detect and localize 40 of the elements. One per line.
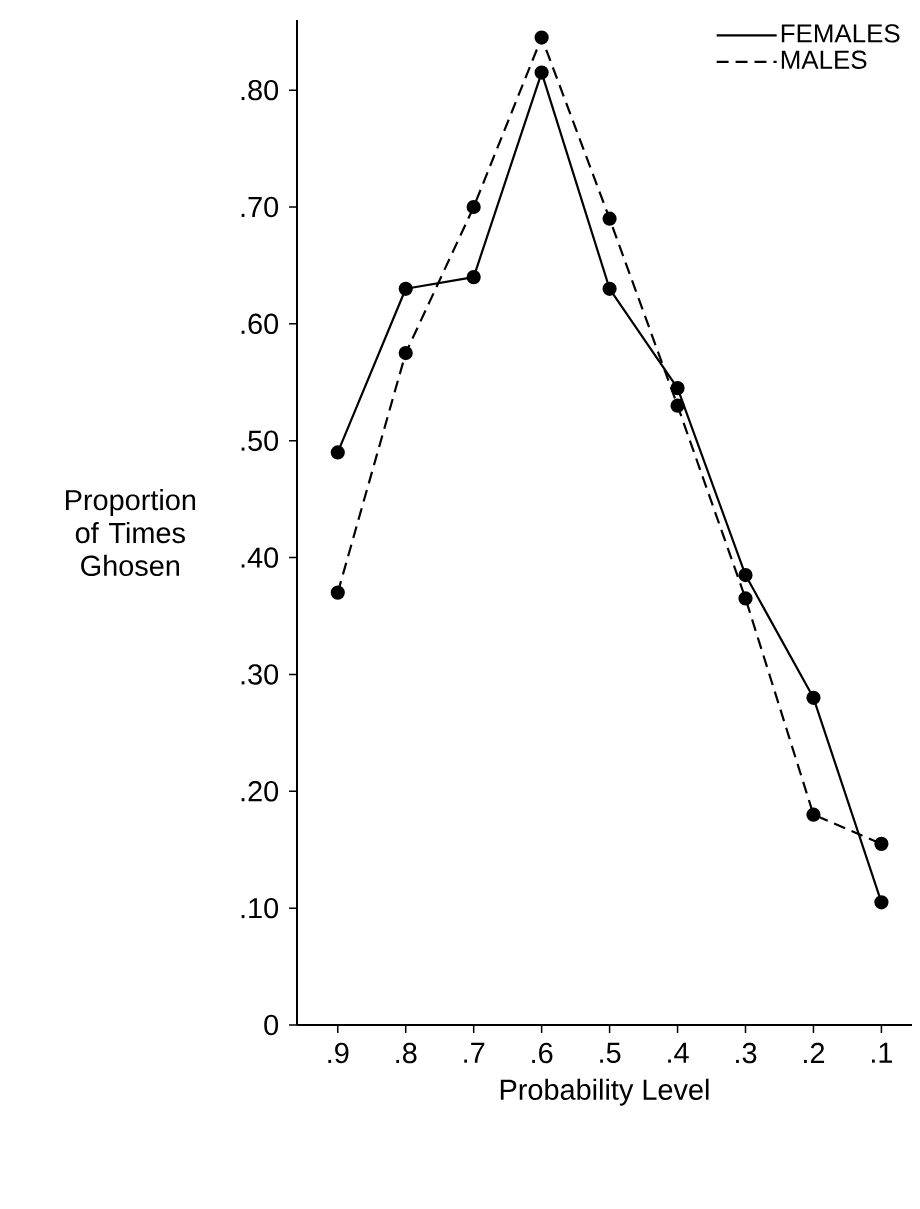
y-tick-label: 0 <box>264 1014 279 1036</box>
x-tick-label: .1 <box>872 1042 893 1063</box>
point <box>602 281 617 296</box>
y-tick-label: .50 <box>241 430 279 451</box>
x-tick-label: .2 <box>804 1042 825 1063</box>
point <box>534 30 549 45</box>
point <box>874 895 889 910</box>
y-tick-label: .80 <box>241 79 279 101</box>
y-axis-title: Proportion of Times Ghosen <box>66 489 196 577</box>
x-tick-label: .6 <box>532 1042 553 1064</box>
point <box>670 398 685 413</box>
point <box>534 65 549 80</box>
y-tick-label: .40 <box>241 547 279 568</box>
point <box>670 381 685 396</box>
y-tick-label: .60 <box>241 313 279 335</box>
x-tick-label: .3 <box>736 1042 757 1064</box>
y-tick-label: .20 <box>241 781 279 802</box>
y-tick-label: .70 <box>241 196 279 218</box>
point <box>466 270 481 285</box>
x-tick-label: .4 <box>668 1042 689 1063</box>
point <box>806 807 821 822</box>
point <box>330 445 345 460</box>
point <box>738 567 753 583</box>
point <box>398 281 413 296</box>
y-tick-label: .10 <box>241 897 279 919</box>
y-tick-label: .30 <box>241 664 279 685</box>
point <box>806 690 821 705</box>
point <box>466 199 481 215</box>
x-tick-label: .7 <box>464 1042 485 1063</box>
point <box>738 591 753 606</box>
point <box>330 585 345 600</box>
x-tick-label: .5 <box>600 1042 621 1063</box>
x-axis-title: Probability Level <box>500 1078 709 1106</box>
x-tick-label: .9 <box>328 1042 349 1064</box>
point <box>874 836 889 851</box>
legend-label: MALES <box>781 50 867 69</box>
legend-label: FEMALES <box>781 24 900 43</box>
point <box>602 211 617 226</box>
point <box>398 345 413 361</box>
x-tick-label: .8 <box>396 1042 417 1064</box>
